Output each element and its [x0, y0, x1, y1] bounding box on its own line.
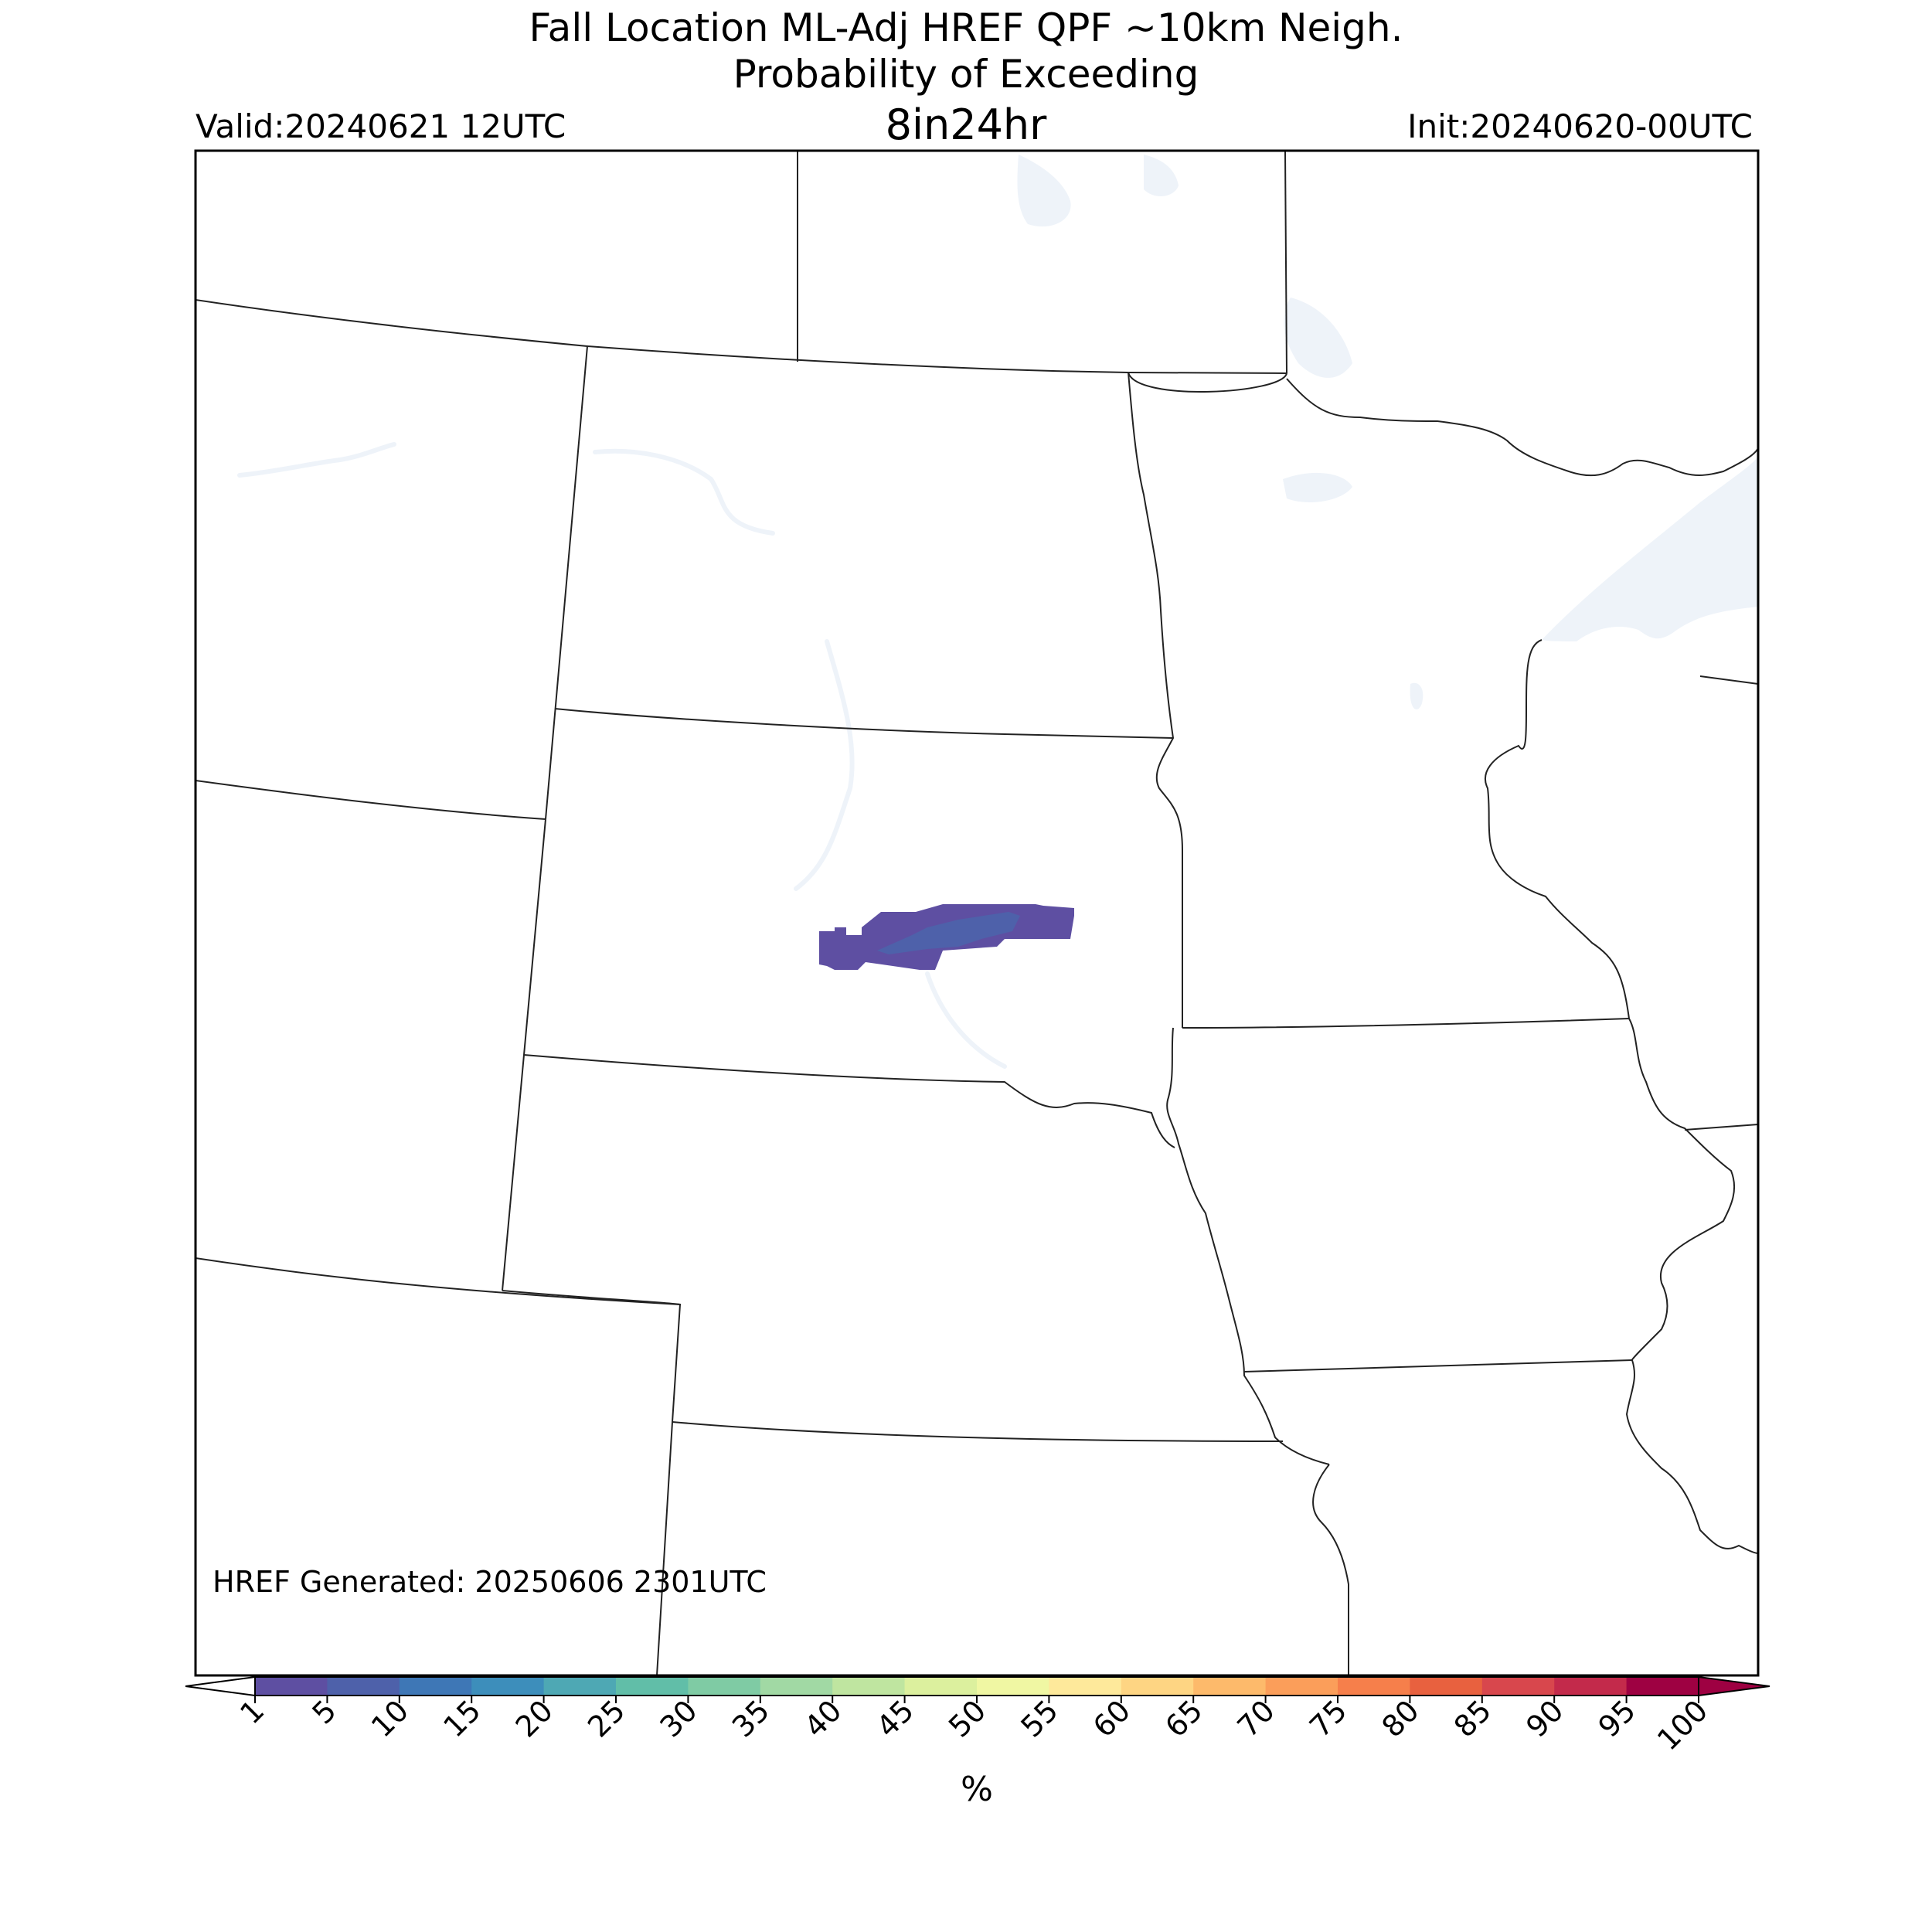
- colorbar-segment: [1049, 1677, 1122, 1696]
- colorbar-tick-label: 75: [1303, 1693, 1353, 1743]
- colorbar-tick-label: 10: [365, 1693, 415, 1743]
- colorbar-segment: [1481, 1677, 1555, 1696]
- colorbar-tick-label: 1: [233, 1693, 270, 1730]
- colorbar-segment: [904, 1677, 978, 1696]
- colorbar-tick-label: 30: [653, 1693, 703, 1743]
- river-missouri: [794, 639, 855, 891]
- colorbar-tick-label: 85: [1447, 1693, 1498, 1743]
- colorbar-segment: [327, 1677, 400, 1696]
- border-nd-mn: [1128, 372, 1287, 1028]
- river-sd: [925, 971, 1007, 1069]
- border-ne-ks: [672, 1421, 1284, 1442]
- colorbar-segment: [1193, 1677, 1267, 1696]
- lake-mn-small: [1410, 682, 1423, 709]
- colorbar-segment: [1265, 1677, 1338, 1696]
- colorbar-tick-label: 70: [1231, 1693, 1281, 1743]
- init-time: Init:20240620-00UTC: [1407, 107, 1753, 145]
- colorbar-segment: [543, 1677, 617, 1696]
- colorbar-tick-label: 100: [1651, 1693, 1714, 1757]
- border-ia-ne-river: [1166, 1027, 1330, 1465]
- colorbar-tick-label: 60: [1087, 1693, 1137, 1743]
- border-mn-ia: [1182, 1018, 1630, 1029]
- colorbar-tick-label: 55: [1014, 1693, 1064, 1743]
- colorbar-tick-label: 15: [437, 1693, 487, 1743]
- colorbar-segment: [1410, 1677, 1483, 1696]
- border-ks-mo: [1312, 1464, 1349, 1675]
- colorbar-tick-label: 5: [306, 1693, 343, 1730]
- border-mb-on: [1284, 151, 1287, 374]
- colorbar-segment: [471, 1677, 545, 1696]
- map-panel: [196, 151, 1758, 1675]
- border-sd-ne: [523, 1054, 1175, 1148]
- lake-red: [1284, 298, 1352, 378]
- chart-subtitle: Probability of Exceeding: [733, 52, 1199, 97]
- colorbar-segment: [399, 1677, 472, 1696]
- border-wy-co: [196, 1257, 682, 1675]
- border-ne-wy-link: [502, 1290, 681, 1305]
- border-wi-il: [1684, 1124, 1758, 1131]
- generated-note: HREF Generated: 20250606 2301UTC: [213, 1565, 767, 1599]
- colorbar-tick-label: 40: [798, 1693, 848, 1743]
- colorbar-tick-label: 25: [581, 1693, 631, 1743]
- river-montana: [237, 442, 396, 478]
- lake-north: [1144, 155, 1179, 197]
- colorbar-segment: [832, 1677, 906, 1696]
- border-mt-nd: [545, 345, 588, 820]
- colorbar-segment: [1121, 1677, 1194, 1696]
- probability-area: [819, 904, 1074, 970]
- colorbar-tick-label: 50: [942, 1693, 992, 1743]
- colorbar-segment: [1554, 1677, 1628, 1696]
- valid-time: Valid:20240621 12UTC: [196, 107, 566, 145]
- colorbar-tick-label: 45: [870, 1693, 920, 1743]
- border-mn-ontario-river: [1286, 378, 1758, 477]
- colorbar: 1 5 10 15 20 25 30 35 40 45 50 55 60 65 70 75 80 85 90 95 10…: [185, 1675, 1770, 1809]
- colorbar-unit-label: %: [961, 1770, 993, 1809]
- lake-superior: [1542, 456, 1758, 641]
- border-mi-wi: [1699, 675, 1758, 685]
- colorbar-tick-label: 80: [1375, 1693, 1425, 1743]
- lake-of-the-woods: [1017, 155, 1071, 227]
- border-mn-wi: [1484, 639, 1630, 1019]
- water-bodies: [1017, 155, 1758, 709]
- colorbar-segment: [977, 1677, 1049, 1696]
- border-canada-us: [196, 299, 1287, 374]
- lake-leech: [1283, 472, 1352, 502]
- colorbar-tick-label: 20: [509, 1693, 560, 1743]
- colorbar-tick-label: 90: [1519, 1693, 1570, 1743]
- border-mt-wy: [196, 780, 546, 820]
- border-ia-mo: [1243, 1359, 1633, 1372]
- colorbar-tick-label: 65: [1158, 1693, 1209, 1743]
- colorbar-segment: [688, 1677, 761, 1696]
- colorbar-segment: [1626, 1677, 1699, 1696]
- map-frame: [194, 149, 1760, 1677]
- rivers: [237, 442, 1007, 1069]
- threshold-label: 8in24hr: [885, 100, 1047, 149]
- border-ia-il-river: [1625, 1018, 1758, 1554]
- colorbar-segment: [255, 1677, 328, 1696]
- colorbar-tick-label: 95: [1592, 1693, 1642, 1743]
- border-nd-sd: [554, 708, 1174, 739]
- chart-title: Fall Location ML-Adj HREF QPF ~10km Neig…: [529, 5, 1403, 50]
- colorbar-tick-label: 35: [726, 1693, 776, 1743]
- river-nd: [593, 448, 775, 536]
- colorbar-segment: [1338, 1677, 1410, 1696]
- colorbar-over-arrow: [1698, 1675, 1770, 1697]
- colorbar-segment: [616, 1677, 689, 1696]
- prob-5-10: [877, 912, 1020, 954]
- colorbar-under-arrow: [185, 1675, 256, 1697]
- colorbar-segment: [760, 1677, 833, 1696]
- state-borders: [196, 151, 1758, 1675]
